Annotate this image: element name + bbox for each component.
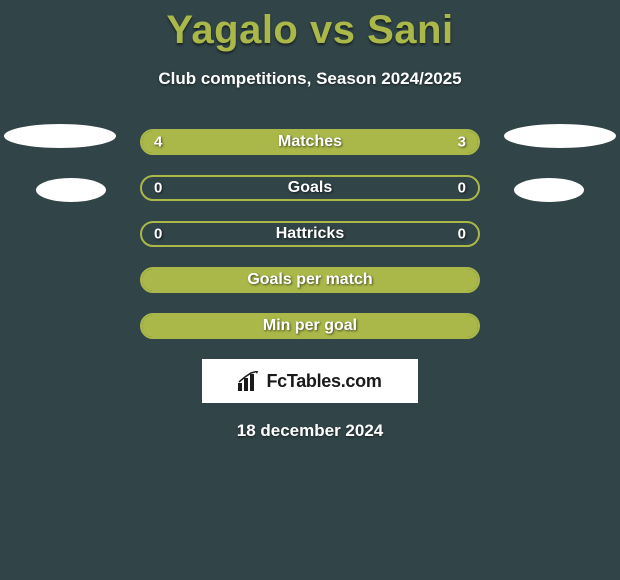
stat-fill-right <box>334 131 478 153</box>
stat-row: Min per goal <box>140 313 480 339</box>
decorative-oval <box>504 124 616 148</box>
stat-label: Goals per match <box>247 271 372 289</box>
stat-value-right: 0 <box>458 180 466 197</box>
stat-value-left: 4 <box>154 134 162 151</box>
stat-row: 0 Hattricks 0 <box>140 221 480 247</box>
stat-row: 0 Goals 0 <box>140 175 480 201</box>
date-text: 18 december 2024 <box>0 421 620 441</box>
stat-value-right: 3 <box>458 134 466 151</box>
bar-chart-icon <box>238 371 260 391</box>
stat-row: 4 Matches 3 <box>140 129 480 155</box>
stat-label: Goals <box>288 179 332 197</box>
brand-text: FcTables.com <box>266 371 381 392</box>
page-subtitle: Club competitions, Season 2024/2025 <box>0 69 620 89</box>
page-title: Yagalo vs Sani <box>0 0 620 53</box>
stat-value-right: 0 <box>458 226 466 243</box>
infographic-root: Yagalo vs Sani Club competitions, Season… <box>0 0 620 580</box>
stat-value-left: 0 <box>154 226 162 243</box>
stat-row: Goals per match <box>140 267 480 293</box>
stat-label: Matches <box>278 133 342 151</box>
stat-value-left: 0 <box>154 180 162 197</box>
stats-list: 4 Matches 3 0 Goals 0 0 Hattricks 0 Goals per mat… <box>0 129 620 339</box>
decorative-oval <box>4 124 116 148</box>
stat-label: Min per goal <box>263 317 357 335</box>
decorative-oval <box>36 178 106 202</box>
brand-badge: FcTables.com <box>202 359 418 403</box>
stat-label: Hattricks <box>276 225 344 243</box>
decorative-oval <box>514 178 584 202</box>
